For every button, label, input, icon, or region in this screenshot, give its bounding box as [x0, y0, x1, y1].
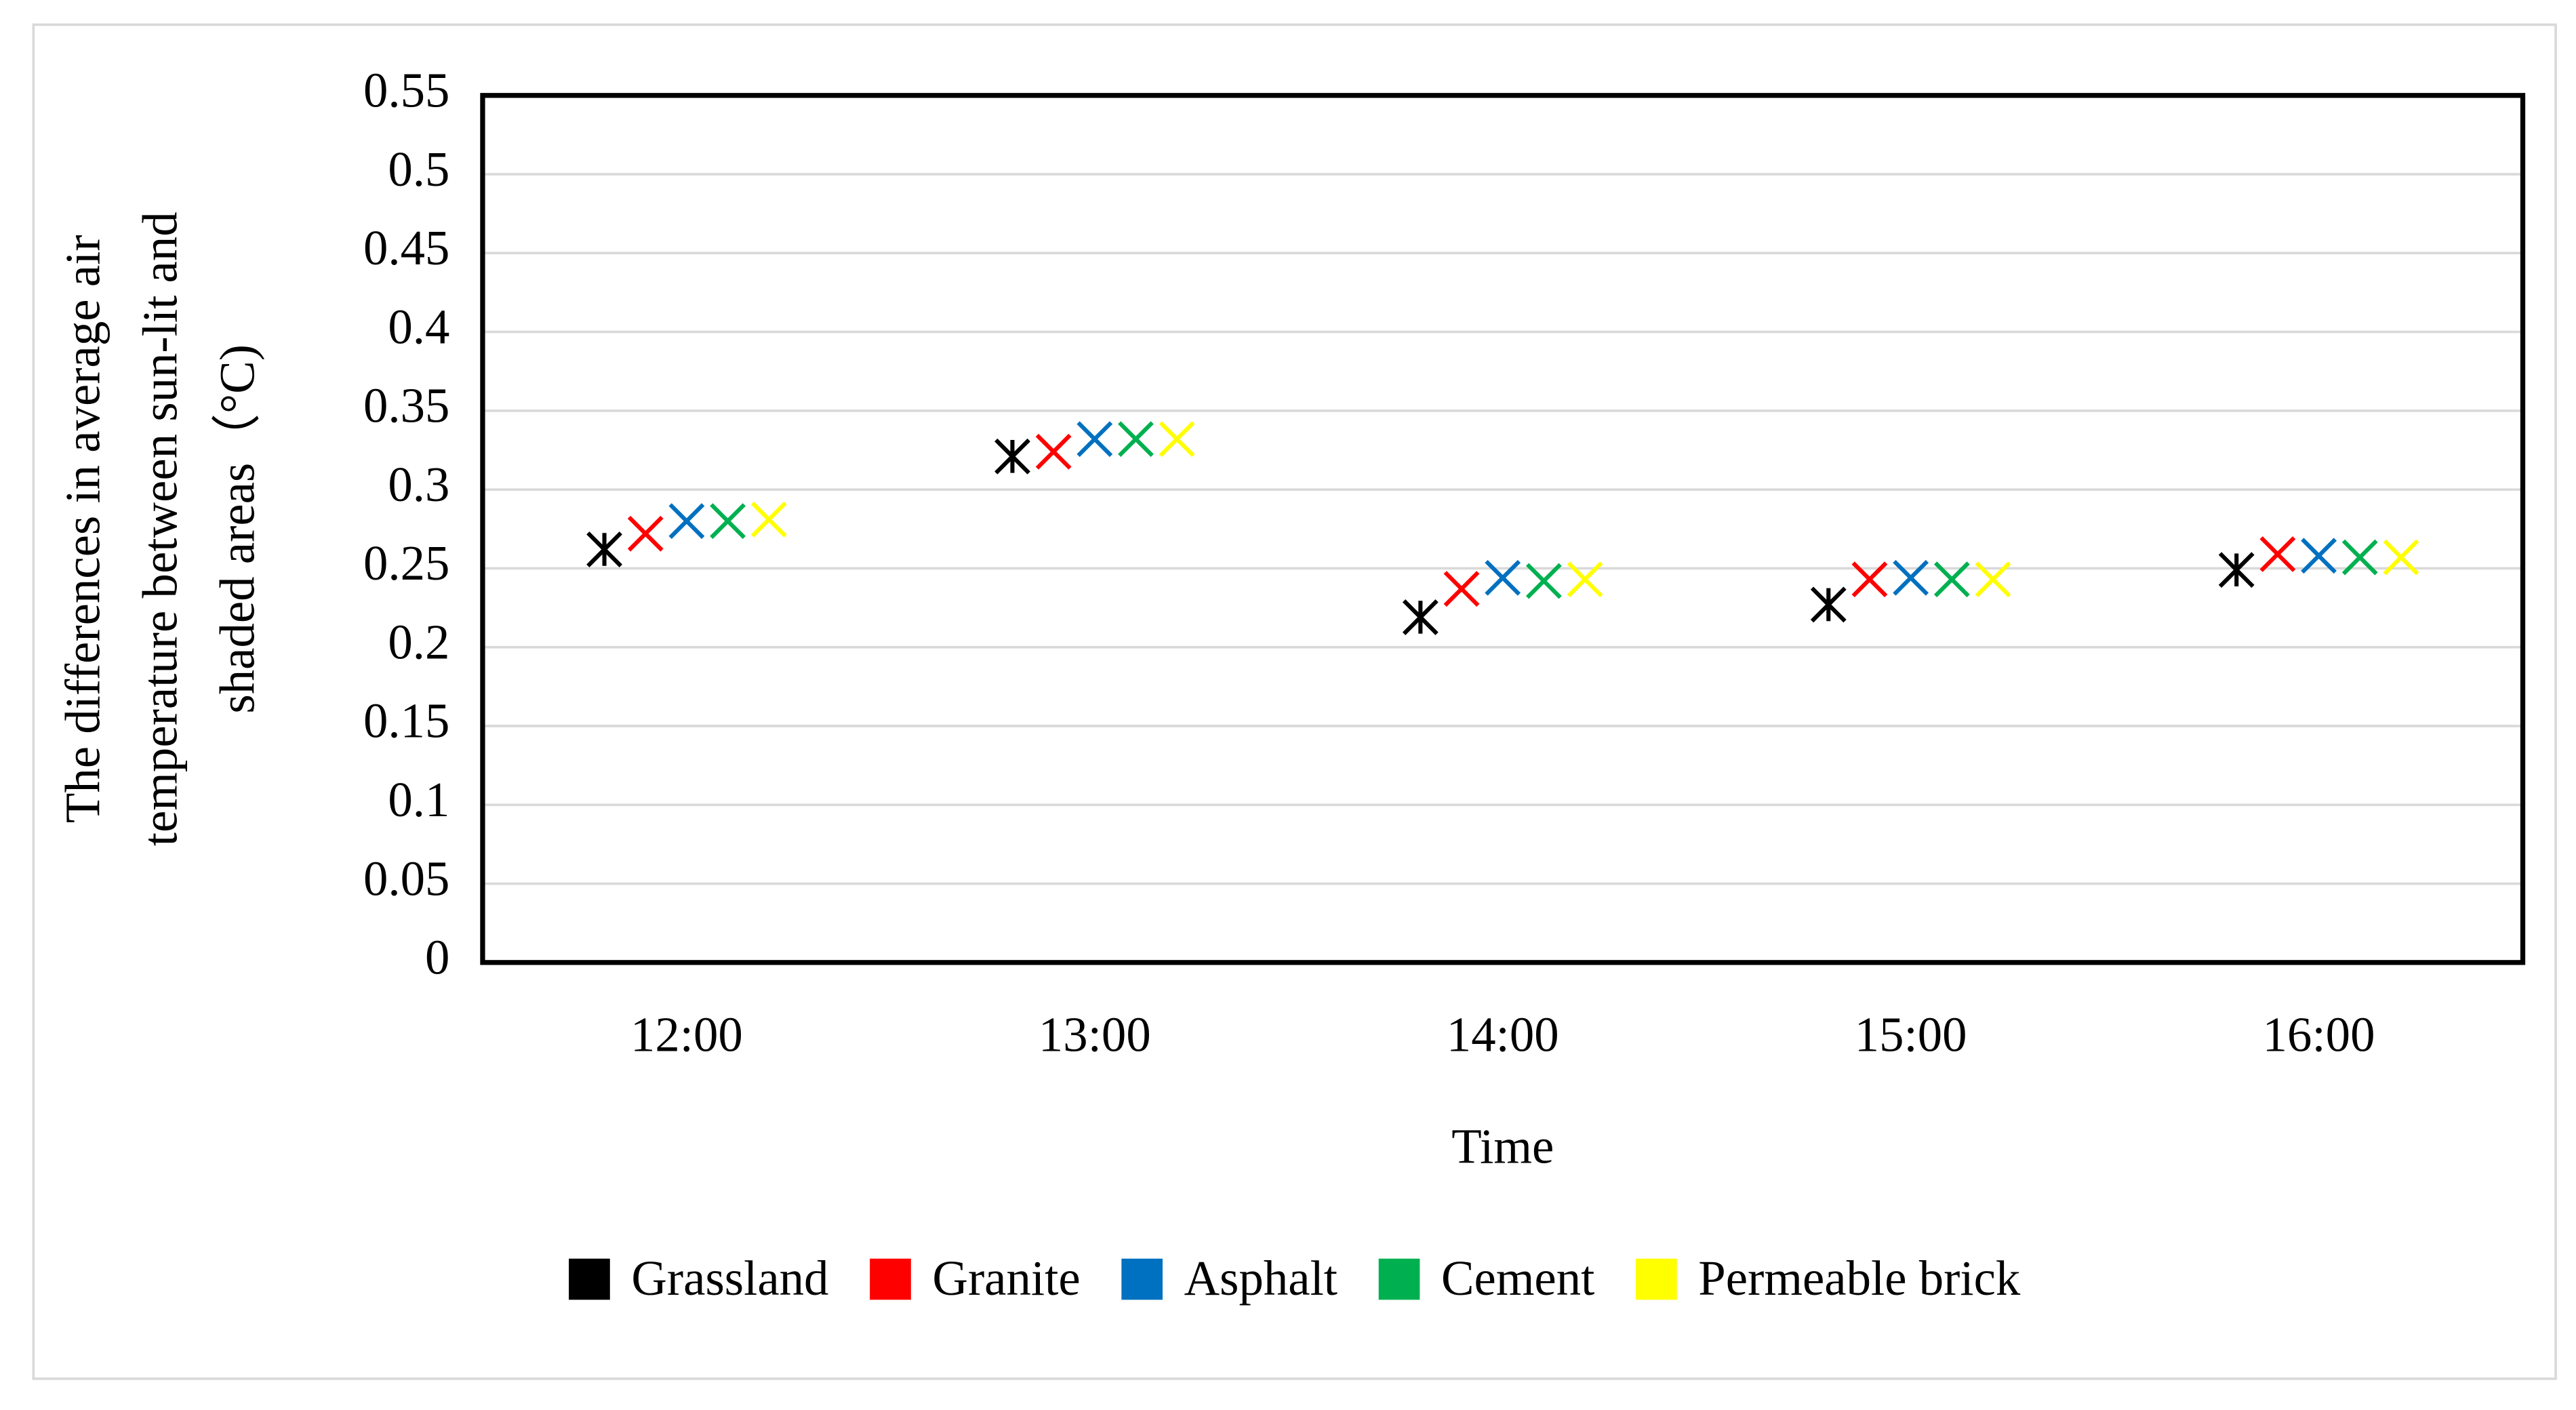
y-tick-label: 0.1	[388, 772, 449, 827]
marker	[1567, 561, 1603, 598]
marker	[627, 515, 664, 552]
y-tick-label: 0.55	[363, 62, 449, 117]
marker	[2218, 552, 2255, 588]
marker	[750, 501, 787, 538]
legend-swatch	[569, 1258, 610, 1300]
marker	[1525, 563, 1562, 599]
marker	[1402, 599, 1438, 635]
marker	[2259, 536, 2296, 572]
marker	[1485, 559, 1521, 596]
legend-swatch	[870, 1258, 911, 1300]
y-tick-label: 0.5	[388, 142, 449, 197]
legend-swatch	[1121, 1258, 1163, 1300]
y-tick-label: 0	[425, 930, 449, 985]
legend-label: Cement	[1441, 1251, 1594, 1306]
legend-label: Grassland	[631, 1251, 828, 1306]
x-axis-title: Time	[1451, 1119, 1554, 1174]
legend-label: Granite	[932, 1251, 1080, 1306]
y-tick-label: 0.4	[388, 299, 449, 354]
marker	[1118, 421, 1154, 458]
y-tick-label: 0.3	[388, 457, 449, 512]
marker	[1035, 433, 1072, 470]
marker	[1975, 561, 2011, 598]
y-axis-title-line: shaded areas（°C)	[209, 344, 264, 714]
marker	[1159, 421, 1195, 458]
legend-swatch	[1378, 1258, 1420, 1300]
plot-frame	[480, 93, 2526, 965]
legend-label: Asphalt	[1184, 1251, 1337, 1306]
marker	[2383, 539, 2419, 576]
marker	[1893, 559, 1929, 596]
marker	[710, 503, 746, 540]
marker	[1851, 561, 1888, 598]
x-tick-label: 15:00	[1855, 1007, 1967, 1062]
marker	[1810, 586, 1847, 623]
legend-swatch	[1636, 1258, 1677, 1300]
marker	[586, 531, 622, 567]
y-axis-title-line: temperature between sun-lit and	[132, 212, 187, 846]
y-tick-label: 0.25	[363, 536, 449, 590]
x-tick-label: 12:00	[630, 1007, 743, 1062]
y-tick-label: 0.2	[388, 614, 449, 669]
marker	[668, 503, 705, 540]
x-tick-label: 16:00	[2263, 1007, 2375, 1062]
y-tick-label: 0.15	[363, 693, 449, 748]
x-tick-label: 14:00	[1447, 1007, 1559, 1062]
x-tick-label: 13:00	[1039, 1007, 1151, 1062]
marker	[1076, 421, 1113, 458]
marker	[1443, 571, 1480, 607]
legend-label: Permeable brick	[1698, 1251, 2021, 1306]
y-tick-label: 0.05	[363, 851, 449, 906]
marker	[1933, 561, 1970, 598]
chart-border	[32, 23, 2557, 1380]
marker	[994, 438, 1030, 475]
y-tick-label: 0.45	[363, 220, 449, 275]
y-axis-title-line: The differences in average air	[55, 235, 110, 823]
y-axis-title: The differences in average air temperatur…	[55, 212, 264, 846]
marker	[2341, 539, 2378, 576]
y-tick-label: 0.35	[363, 378, 449, 433]
marker	[2301, 538, 2337, 574]
legend: Grassland Granite Asphalt Cement Permeable b…	[569, 1251, 2021, 1306]
